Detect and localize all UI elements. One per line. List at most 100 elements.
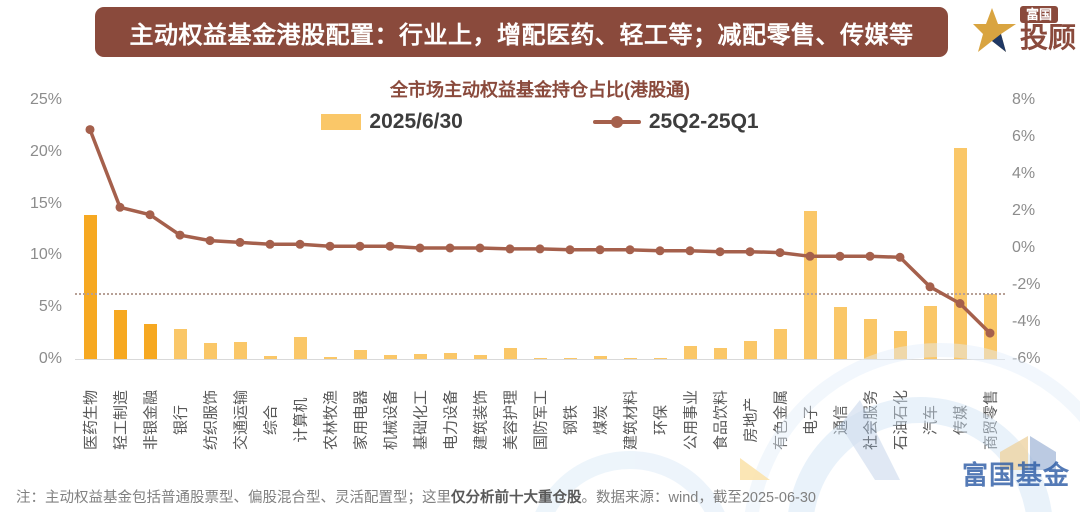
axis-tick: 8%: [1012, 91, 1036, 108]
x-label-医药生物: 医药生物: [82, 389, 100, 451]
bar-建筑装饰: [473, 354, 487, 359]
x-label-家用电器: 家用电器: [352, 389, 370, 451]
x-label-美容护理: 美容护理: [502, 389, 520, 451]
axis-tick: -6%: [1012, 350, 1041, 367]
bar-通信: [833, 307, 847, 359]
bar-机械设备: [383, 354, 397, 359]
logo-name: 投顾: [1019, 22, 1076, 53]
banner-title: 主动权益基金港股配置：行业上，增配医药、轻工等；减配零售、传媒等: [129, 21, 914, 49]
x-label-银行: 银行: [172, 404, 190, 436]
legend-item-0: 2025/6/30: [321, 110, 463, 134]
x-label-交通运输: 交通运输: [232, 389, 250, 451]
change-line-series: [85, 125, 995, 338]
x-label-非银金融: 非银金融: [142, 389, 160, 451]
line-point-社会服务: [865, 251, 875, 261]
line-point-房地产: [745, 247, 755, 257]
bar-汽车: [923, 306, 937, 359]
line-point-石油石化: [895, 252, 905, 262]
bar-石油石化: [893, 331, 907, 359]
x-label-社会服务: 社会服务: [862, 389, 880, 451]
x-label-纺织服饰: 纺织服饰: [202, 389, 220, 451]
bar-商贸零售: [983, 293, 997, 359]
bar-综合: [263, 355, 277, 359]
bar-煤炭: [593, 355, 607, 359]
logo-badge: 富国: [1019, 6, 1058, 23]
plot-area: [75, 100, 1005, 360]
x-label-商贸零售: 商贸零售: [982, 389, 1000, 451]
fuguo-xingtougu-logo: 富国 投顾: [972, 6, 1076, 54]
line-point-银行: [175, 230, 185, 240]
footnote-bold: 仅分析前十大重仓股: [451, 490, 582, 506]
line-point-钢铁: [565, 245, 575, 255]
legend: 2025/6/30 25Q2-25Q1: [0, 110, 1080, 134]
bar-电子: [803, 210, 817, 359]
line-point-国防军工: [535, 244, 545, 254]
bar-建筑材料: [623, 358, 637, 359]
x-label-轻工制造: 轻工制造: [112, 389, 130, 451]
axis-tick: 10%: [29, 246, 62, 264]
fuguo-fund-watermark-text: 富国基金: [962, 460, 1071, 490]
bar-银行: [173, 328, 187, 359]
legend-label: 2025/6/30: [369, 110, 463, 133]
x-label-通信: 通信: [832, 404, 850, 436]
x-axis-line: [75, 359, 1005, 360]
chart-title: 全市场主动权益基金持仓占比(港股通): [390, 80, 690, 100]
x-label-建筑装饰: 建筑装饰: [472, 389, 490, 451]
x-label-公用事业: 公用事业: [682, 389, 700, 451]
line-point-轻工制造: [115, 202, 125, 212]
bar-家用电器: [353, 349, 367, 359]
axis-tick: 6%: [1012, 128, 1036, 145]
footnote: 注：主动权益基金包括普通股票型、偏股混合型、灵活配置型；这里仅分析前十大重仓股。…: [16, 486, 816, 507]
line-point-家用电器: [355, 241, 365, 251]
line-point-电子: [805, 251, 815, 261]
legend-line-swatch: [592, 116, 641, 128]
x-label-农林牧渔: 农林牧渔: [322, 389, 340, 451]
x-label-汽车: 汽车: [922, 404, 940, 436]
title-banner: 主动权益基金港股配置：行业上，增配医药、轻工等；减配零售、传媒等: [95, 7, 948, 57]
line-point-传媒: [955, 299, 965, 308]
line-point-建筑材料: [625, 245, 635, 255]
bar-环保: [653, 357, 667, 359]
bar-基础化工: [413, 354, 427, 359]
bar-计算机: [293, 337, 307, 359]
x-label-食品饮料: 食品饮料: [712, 389, 730, 451]
x-label-环保: 环保: [652, 404, 670, 436]
reference-dotted-line: [75, 292, 1005, 295]
axis-tick: 25%: [29, 91, 62, 108]
x-label-建筑材料: 建筑材料: [622, 389, 640, 451]
x-label-有色金属: 有色金属: [772, 389, 790, 451]
axis-tick: 20%: [29, 142, 62, 160]
line-point-环保: [655, 246, 665, 256]
line-point-农林牧渔: [325, 241, 335, 251]
bar-食品饮料: [713, 347, 727, 359]
bar-美容护理: [503, 347, 517, 359]
bar-纺织服饰: [203, 343, 217, 359]
axis-tick: 0%: [1012, 239, 1036, 256]
axis-tick: 4%: [1012, 165, 1036, 182]
line-point-纺织服饰: [205, 236, 215, 246]
x-label-电子: 电子: [802, 404, 820, 436]
line-point-有色金属: [775, 248, 785, 258]
line-point-建筑装饰: [475, 243, 485, 253]
line-point-汽车: [925, 282, 935, 292]
legend-label: 25Q2-25Q1: [648, 110, 759, 133]
legend-bar-swatch: [321, 114, 362, 130]
bar-电力设备: [443, 353, 457, 359]
x-label-电力设备: 电力设备: [442, 389, 460, 451]
line-point-医药生物: [85, 125, 95, 135]
line-point-综合: [265, 239, 275, 249]
logo-text: 富国 投顾: [1019, 6, 1076, 53]
axis-tick: 0%: [38, 350, 62, 367]
x-label-基础化工: 基础化工: [412, 389, 430, 451]
line-point-商贸零售: [985, 328, 995, 338]
x-label-房地产: 房地产: [742, 397, 760, 443]
x-label-计算机: 计算机: [292, 397, 310, 443]
bar-非银金融: [143, 323, 157, 359]
bar-国防军工: [533, 357, 547, 359]
axis-tick: 5%: [38, 298, 62, 316]
bar-有色金属: [773, 328, 787, 359]
bar-房地产: [743, 341, 757, 359]
footnote-prefix: 注：主动权益基金包括普通股票型、偏股混合型、灵活配置型；这里: [16, 490, 451, 506]
x-label-机械设备: 机械设备: [382, 389, 400, 451]
